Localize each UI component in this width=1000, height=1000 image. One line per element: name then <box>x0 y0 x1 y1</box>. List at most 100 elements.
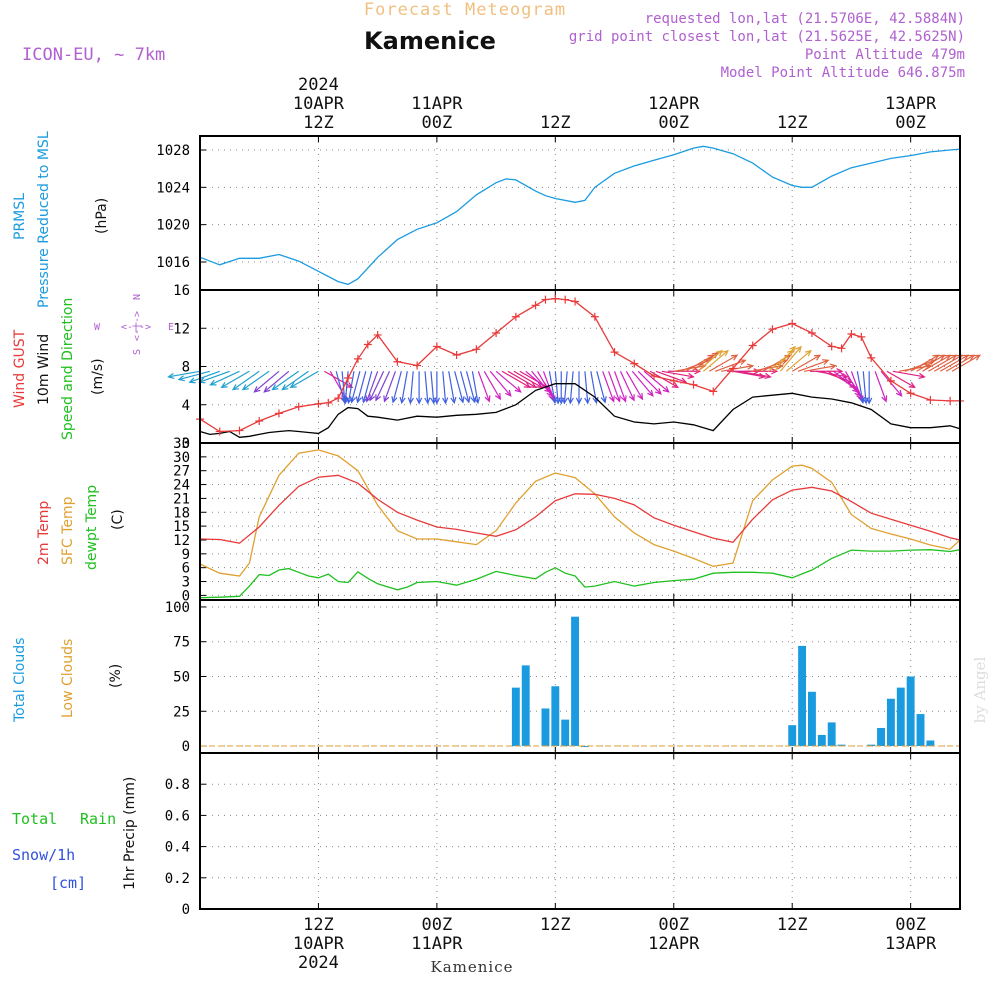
wind-arrow <box>537 370 555 400</box>
wind-arrow-head <box>399 396 406 405</box>
cloud-bar <box>571 616 580 747</box>
point-altitude: Point Altitude 479m <box>805 47 965 63</box>
wind-arrow-head <box>804 349 812 357</box>
wind-arrow <box>922 354 951 372</box>
y-tick-label: 0.2 <box>165 871 190 887</box>
y-tick-label: 0.8 <box>165 777 190 793</box>
cloud-bar <box>521 665 530 747</box>
wind-arrow-head <box>687 372 695 380</box>
wind-arrow <box>708 354 738 372</box>
wind-arrow-head <box>188 377 196 384</box>
pressure-line <box>199 145 961 286</box>
wind-arrow <box>856 371 864 403</box>
gust-marker <box>827 342 836 351</box>
bottom-time-label: 12APR <box>648 934 700 954</box>
wind-arrow-head <box>707 354 715 361</box>
precip-rain-label: Rain <box>80 810 116 828</box>
sfctemp-label: SFC Temp <box>60 496 76 565</box>
wind-arrow <box>619 371 635 401</box>
precip-unit-label: 1hr Precip (mm) <box>122 777 138 890</box>
wind-arrow <box>596 371 606 403</box>
wind-speed-line <box>199 383 961 438</box>
cloud-bar <box>551 686 560 747</box>
wind-arrow-head <box>383 395 390 403</box>
wind-arrow-head <box>544 386 552 393</box>
gust-marker <box>886 376 895 385</box>
cloud-labels: Total Clouds Low Clouds (%) <box>12 638 124 723</box>
wind-arrow-head <box>494 392 501 401</box>
wind-arrow <box>254 370 280 393</box>
wind-10m-label: 10m Wind <box>36 334 52 405</box>
precip-cm-label: [cm] <box>50 874 86 892</box>
gust-marker <box>314 399 323 408</box>
dewpt-label: dewpt Temp <box>84 485 100 570</box>
wind-arrow <box>910 354 939 372</box>
c-unit-label: (C) <box>110 509 126 530</box>
gust-marker <box>709 387 718 396</box>
wind-arrow <box>495 370 522 393</box>
cloud-bar <box>837 744 846 747</box>
bottom-time-label: 00Z <box>895 915 926 935</box>
wind-arrow <box>625 370 643 400</box>
wind-arrow <box>375 371 391 401</box>
dewpt-line <box>199 549 961 599</box>
y-tick-label: 12 <box>173 321 190 337</box>
cloud-bar <box>511 687 520 747</box>
wind-arrow <box>507 370 536 388</box>
wind-arrow <box>702 350 729 372</box>
compass-rose: N S W E <-|-> <-|-> <box>94 294 174 355</box>
bottom-time-label: 10APR <box>293 934 345 954</box>
sfc-temp-line <box>199 449 961 577</box>
wind-arrow-head <box>561 397 568 405</box>
gust-marker <box>768 325 777 334</box>
wind-arrow <box>892 370 925 378</box>
cloud-bar <box>867 744 876 747</box>
gust-marker <box>689 380 698 389</box>
compass-cross-h: <-|-> <box>121 322 151 333</box>
bottom-time-label: 2024 <box>298 953 339 973</box>
wind-arrow <box>584 371 589 404</box>
top-time-label: 11APR <box>411 94 463 114</box>
cloud-bar <box>906 676 915 747</box>
wind-arrow-head <box>349 396 356 404</box>
gust-marker <box>511 312 520 321</box>
wind-arrow-head <box>209 379 217 386</box>
bottom-time-label: 12Z <box>303 915 334 935</box>
gust-marker <box>452 351 461 360</box>
gust-marker <box>541 295 550 304</box>
wind-arrow-head <box>671 381 679 388</box>
cloud-bar <box>788 725 797 747</box>
wind-arrow-head <box>415 397 423 405</box>
wind-arrow <box>886 370 915 388</box>
panel-frame <box>199 752 961 910</box>
wind-labels: Wind GUST 10m Wind Speed and Direction (… <box>12 294 174 440</box>
gust-marker <box>610 348 619 357</box>
wind-arrow <box>661 370 694 378</box>
wind-arrow <box>874 371 887 402</box>
gust-marker <box>393 357 402 366</box>
wind-arrow-head <box>575 397 583 405</box>
y-tick-label: 1024 <box>156 180 190 196</box>
wind-arrow <box>401 371 408 403</box>
y-tick-label: 0.4 <box>165 840 190 856</box>
wind-arrow <box>613 371 627 402</box>
wind-arrow <box>738 370 771 378</box>
panel-4: 0 0.2 0.4 0.6 0.8 <box>165 753 960 918</box>
location-title: Kamenice <box>364 27 496 55</box>
wind-arrow-head <box>514 386 522 393</box>
wind-arrow-head <box>694 368 702 375</box>
wind-arrow <box>685 354 714 372</box>
top-time-label: 10APR <box>293 94 345 114</box>
gust-marker <box>728 364 737 373</box>
precip-labels: Total Rain Snow/1h [cm] 1hr Precip (mm) <box>12 777 138 892</box>
panel-1: 0 4 8 12 16 <box>173 283 960 452</box>
y-tick-label: 0.6 <box>165 808 190 824</box>
wind-arrow-head <box>281 384 289 391</box>
wind-arrow-head <box>253 386 261 393</box>
requested-coords: requested lon,lat (21.5706E, 42.5884N) <box>645 11 965 27</box>
wind-arrow <box>554 371 559 404</box>
gust-marker <box>235 426 244 435</box>
gust-marker <box>215 427 224 436</box>
